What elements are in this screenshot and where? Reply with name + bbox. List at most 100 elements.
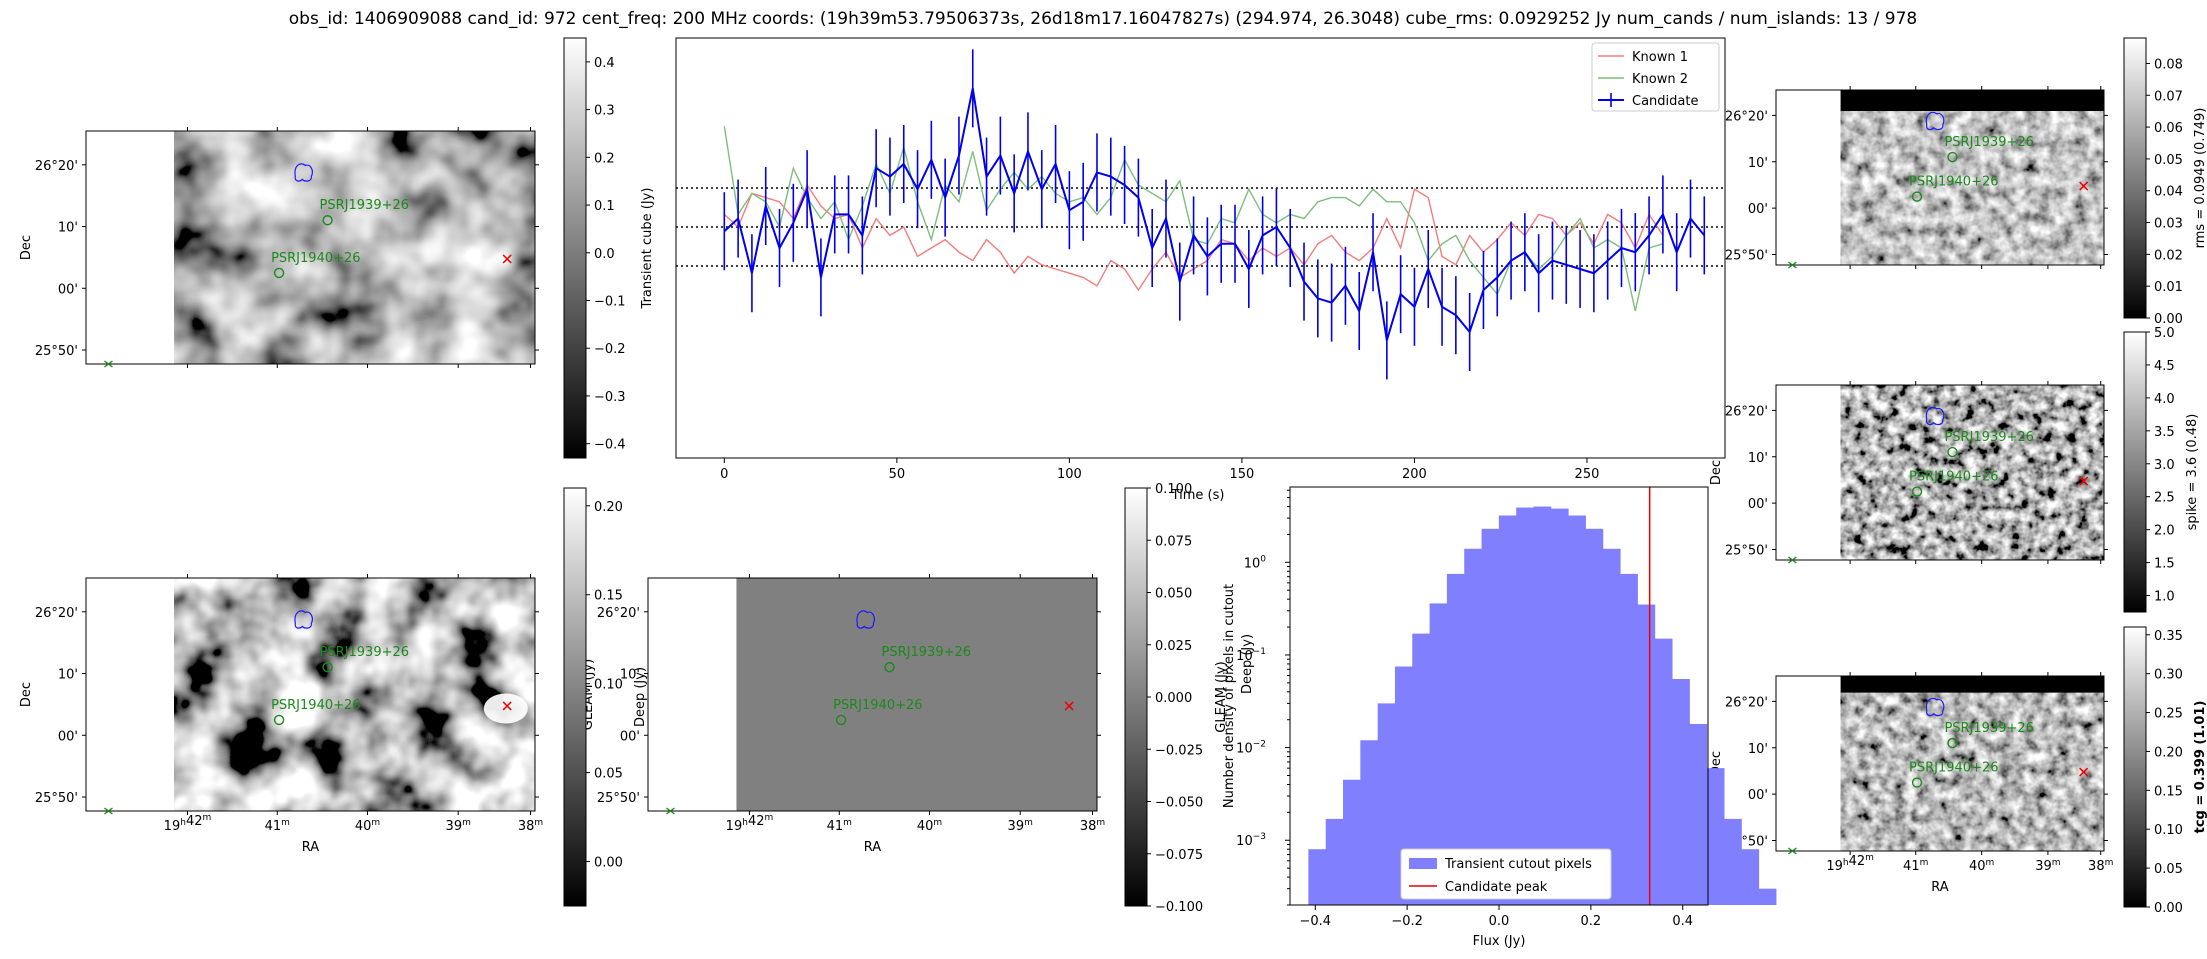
ra-tick-label: 19h42m — [726, 813, 774, 834]
dec-axis-label: Dec — [19, 235, 34, 260]
dec-tick-label: 10' — [1748, 742, 1768, 757]
pulsar-label: PSRJ1940+26 — [1909, 175, 1998, 190]
candidate-contour — [294, 610, 313, 629]
dec-tick-label: 10' — [1748, 451, 1768, 466]
x-tick-label: −0.2 — [1391, 914, 1423, 929]
cutout-image — [736, 578, 1097, 811]
colorbar-tick-label: 3.5 — [2154, 425, 2175, 440]
axes-frame — [85, 577, 536, 812]
colorbar-label: spike = 3.6 (0.48) — [2185, 414, 2200, 531]
x-tick-label: 250 — [1575, 467, 1600, 482]
x-tick-label: −0.4 — [1299, 914, 1331, 929]
histogram-bar — [1498, 515, 1517, 905]
colorbar-gradient — [2123, 331, 2147, 613]
histogram-bar — [1516, 507, 1534, 905]
y-tick-label: 10−3 — [1236, 832, 1266, 849]
ra-axis-label: RA — [302, 840, 320, 855]
colorbar-tick-label: 0.20 — [594, 500, 623, 515]
axes-frame — [85, 130, 536, 365]
rms-cutout-panel: PSRJ1939+26 PSRJ1940+26 26°20' 10' 00' 25°50'… — [1709, 86, 2108, 269]
pulsar-marker — [1911, 486, 1923, 497]
cross-marker — [502, 701, 512, 711]
colorbar-tick-label: 0.06 — [2154, 121, 2183, 136]
colorbar-tick-label: 0.3 — [594, 104, 615, 119]
green-x-marker — [1788, 556, 1797, 564]
histogram-bar — [1706, 768, 1725, 905]
x-tick-label: 150 — [1229, 467, 1254, 482]
legend-label: Known 1 — [1632, 50, 1688, 65]
histogram-bar — [1377, 703, 1396, 905]
dec-tick-label: 10' — [58, 221, 78, 236]
legend-label: Candidate — [1632, 94, 1698, 109]
histogram-bar — [1429, 603, 1448, 905]
colorbar-tick-label: 0.08 — [2154, 57, 2183, 72]
dec-tick-label: 26°20' — [1725, 404, 1768, 419]
y-axis-label: Number density of pixels in cutout — [1222, 584, 1237, 808]
dec-axis-label: Dec — [19, 682, 34, 707]
pulsar-marker — [835, 714, 847, 726]
histogram-bar — [1481, 528, 1500, 905]
ra-axis-label: RA — [864, 840, 882, 855]
candidate-contour — [1925, 406, 1945, 426]
colorbar-gradient — [2123, 37, 2147, 319]
dec-tick-label: 25°50' — [1725, 249, 1768, 264]
dec-axis-label: Dec — [1709, 460, 1724, 485]
colorbar-tick-label: 4.5 — [2154, 359, 2175, 374]
green-x-marker — [104, 360, 113, 368]
dec-tick-label: 26°20' — [1725, 695, 1768, 710]
dec-tick-label: 26°20' — [1725, 109, 1768, 124]
colorbar-tick-label: 0.15 — [594, 589, 623, 604]
colorbar-label: rms = 0.0949 (0.749) — [2193, 108, 2207, 249]
pulsar-label: PSRJ1940+26 — [271, 698, 360, 713]
colorbar-tick-label: −0.075 — [1155, 848, 1203, 863]
deep-colorbar-label-overlap: Deep (Jy) — [1240, 634, 1255, 694]
colorbar-tick-label: 0.025 — [1155, 639, 1192, 654]
histogram-bar — [1464, 548, 1483, 905]
legend-box — [1591, 42, 1720, 112]
ra-tick-label: 19h42m — [164, 813, 212, 834]
dec-tick-label: 00' — [1748, 788, 1768, 803]
colorbar-label: tcg = 0.399 (1.01) — [2193, 701, 2207, 834]
dec-tick-label: 00' — [1748, 202, 1768, 217]
axes-frame — [1775, 384, 2105, 561]
colorbar-tick-label: 0.01 — [2154, 280, 2183, 295]
colorbar-tick-label: 0.10 — [2154, 823, 2183, 838]
pulsar-label: PSRJ1939+26 — [320, 198, 409, 213]
colorbar-tick-label: 4.0 — [2154, 392, 2175, 407]
x-tick-label: 200 — [1402, 467, 1427, 482]
green-x-marker — [1788, 261, 1797, 269]
histogram-bar — [1568, 515, 1586, 905]
colorbar-gradient — [563, 37, 587, 459]
pulsar-label: PSRJ1939+26 — [320, 645, 409, 660]
colorbar-tick-label: −0.050 — [1155, 796, 1203, 811]
histogram-bar — [1758, 888, 1777, 905]
ra-tick-label: 41m — [265, 818, 290, 834]
histogram-bar — [1343, 779, 1361, 905]
colorbar-tick-label: 0.4 — [594, 56, 615, 71]
colorbar-tick-label: 0.00 — [2154, 312, 2183, 327]
histogram-bar — [1741, 849, 1760, 905]
colorbar-tick-label: 0.20 — [2154, 745, 2183, 760]
x-tick-label: 50 — [889, 467, 906, 482]
dec-tick-label: 10' — [620, 668, 640, 683]
dec-tick-label: 25°50' — [597, 791, 640, 806]
dec-tick-label: 00' — [58, 282, 78, 297]
ra-tick-label: 40m — [355, 818, 380, 834]
x-tick-label: 0.4 — [1672, 914, 1693, 929]
colorbar-tick-label: 0.07 — [2154, 89, 2183, 104]
histogram-bar — [1672, 679, 1690, 905]
axes-frame — [647, 577, 1098, 812]
green-x-marker — [1788, 847, 1797, 855]
colorbar-tick-label: 0.00 — [2154, 901, 2183, 916]
dec-tick-label: 26°20' — [597, 606, 640, 621]
colorbar-tick-label: 0.35 — [2154, 629, 2183, 644]
colorbar-label: Deep (Jy) — [633, 667, 648, 727]
colorbar-tick-label: 2.0 — [2154, 524, 2175, 539]
histogram-bar — [1533, 506, 1552, 905]
pulsar-label: PSRJ1939+26 — [882, 645, 971, 660]
ra-tick-label: 38m — [518, 818, 543, 834]
histogram-bar — [1602, 548, 1621, 905]
histogram-bar — [1412, 633, 1431, 905]
pulsar-marker — [1947, 737, 1958, 749]
colorbar-tick-label: 0.03 — [2154, 217, 2183, 232]
